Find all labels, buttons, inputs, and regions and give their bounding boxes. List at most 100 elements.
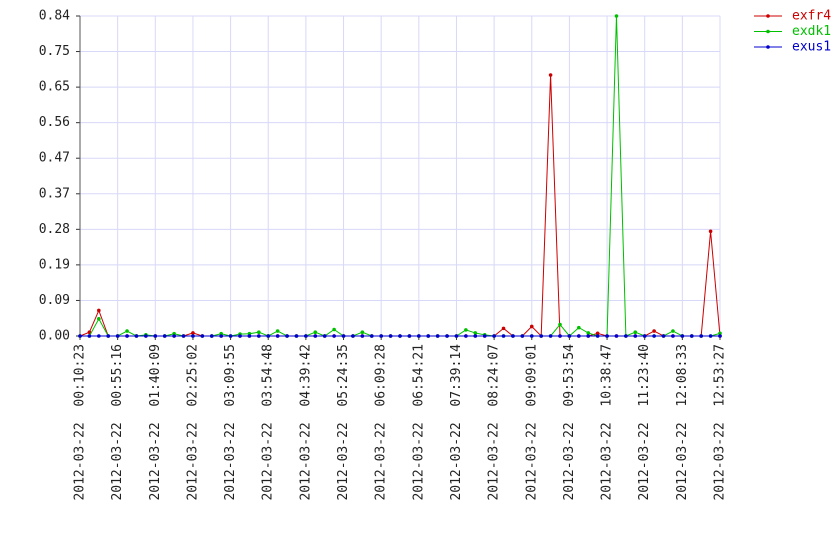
data-point bbox=[633, 330, 638, 334]
y-tick-label: 0.65 bbox=[39, 80, 70, 95]
data-point bbox=[285, 334, 289, 338]
data-point bbox=[275, 329, 280, 333]
data-point bbox=[172, 334, 176, 338]
data-point bbox=[228, 334, 233, 338]
x-tick-label: 2012-03-22 04:39:42 bbox=[298, 344, 313, 501]
data-point bbox=[125, 334, 129, 338]
data-point bbox=[586, 334, 591, 338]
legend-dot bbox=[766, 45, 770, 49]
data-point bbox=[87, 334, 92, 338]
data-point bbox=[454, 334, 459, 338]
x-tick-label: 2012-03-22 02:25:02 bbox=[185, 344, 200, 501]
x-tick-label: 2012-03-22 06:54:21 bbox=[411, 344, 426, 501]
data-point bbox=[464, 334, 468, 338]
data-point bbox=[577, 325, 581, 330]
data-point bbox=[464, 328, 468, 332]
data-point bbox=[708, 229, 713, 234]
data-point bbox=[257, 330, 261, 334]
data-point bbox=[501, 326, 506, 331]
data-point bbox=[247, 334, 252, 338]
x-tick-label: 2012-03-22 12:08:33 bbox=[675, 344, 690, 501]
y-tick-label: 0.84 bbox=[39, 9, 70, 24]
data-point bbox=[699, 334, 703, 338]
data-point bbox=[238, 334, 242, 338]
data-point bbox=[388, 334, 393, 338]
x-tick-label: 2012-03-22 01:40:09 bbox=[148, 344, 163, 501]
data-point bbox=[266, 334, 271, 338]
data-point bbox=[511, 334, 515, 338]
x-tick-label: 2012-03-22 00:55:16 bbox=[110, 344, 125, 501]
data-point bbox=[689, 334, 694, 338]
x-tick-label: 2012-03-22 12:53:27 bbox=[713, 344, 728, 501]
data-point bbox=[332, 327, 336, 332]
data-point bbox=[595, 331, 600, 336]
legend-dot bbox=[766, 29, 770, 34]
data-point bbox=[586, 331, 591, 335]
x-tick-label: 2012-03-22 10:38:47 bbox=[600, 344, 615, 501]
x-tick-label: 2012-03-22 05:24:35 bbox=[336, 344, 351, 501]
data-point bbox=[407, 334, 412, 338]
data-point bbox=[614, 14, 619, 18]
data-point bbox=[605, 334, 609, 338]
data-point bbox=[153, 334, 158, 338]
data-point bbox=[661, 334, 666, 338]
y-tick-label: 0.19 bbox=[39, 257, 70, 272]
data-point bbox=[125, 329, 129, 333]
data-point bbox=[718, 334, 722, 338]
series-line bbox=[79, 75, 721, 338]
x-tick-label: 2012-03-22 11:23:40 bbox=[637, 344, 652, 501]
data-point bbox=[322, 334, 327, 338]
data-point bbox=[351, 334, 355, 338]
data-point bbox=[313, 330, 318, 334]
x-tick-label: 2012-03-22 03:09:55 bbox=[223, 344, 238, 501]
data-point bbox=[548, 334, 553, 338]
legend-label: exdk1 bbox=[792, 24, 831, 39]
x-tick-label: 2012-03-22 00:10:23 bbox=[73, 344, 88, 501]
data-point bbox=[134, 334, 139, 338]
data-point bbox=[181, 334, 186, 338]
y-tick-label: 0.37 bbox=[39, 186, 70, 201]
y-tick-label: 0.75 bbox=[39, 44, 70, 59]
data-point bbox=[78, 334, 82, 338]
data-point bbox=[708, 334, 713, 338]
data-point bbox=[332, 334, 336, 338]
data-point bbox=[567, 334, 572, 338]
data-point bbox=[435, 334, 440, 338]
data-point bbox=[492, 334, 496, 338]
data-point bbox=[642, 334, 647, 338]
x-tick-label: 2012-03-22 08:24:07 bbox=[487, 344, 502, 501]
data-point bbox=[680, 334, 685, 338]
data-point bbox=[97, 308, 101, 313]
data-point bbox=[360, 330, 365, 334]
y-tick-label: 0.28 bbox=[39, 222, 70, 237]
data-point bbox=[191, 331, 195, 335]
data-point bbox=[341, 334, 346, 338]
data-point bbox=[219, 334, 223, 338]
data-point bbox=[144, 334, 148, 338]
legend-dot bbox=[766, 14, 770, 18]
data-point bbox=[473, 334, 478, 338]
x-tick-label: 2012-03-22 06:09:28 bbox=[374, 344, 389, 501]
data-point bbox=[671, 329, 675, 333]
data-point bbox=[520, 334, 525, 338]
data-point bbox=[275, 334, 280, 338]
data-point bbox=[209, 334, 214, 338]
data-point bbox=[162, 334, 167, 338]
data-point bbox=[577, 334, 581, 338]
data-point bbox=[529, 334, 534, 338]
data-point bbox=[379, 334, 383, 338]
data-point bbox=[539, 334, 543, 338]
data-point bbox=[313, 334, 318, 338]
data-point bbox=[473, 331, 478, 335]
y-tick-label: 0.56 bbox=[39, 115, 70, 130]
data-point bbox=[97, 334, 101, 338]
x-tick-label: 2012-03-22 09:53:54 bbox=[562, 344, 577, 501]
data-point bbox=[652, 334, 656, 338]
x-tick-label: 2012-03-22 09:09:01 bbox=[524, 344, 539, 501]
data-point bbox=[558, 334, 562, 338]
data-point bbox=[501, 334, 506, 338]
data-point bbox=[369, 334, 374, 338]
y-tick-label: 0.00 bbox=[39, 329, 70, 344]
data-point bbox=[115, 334, 120, 338]
